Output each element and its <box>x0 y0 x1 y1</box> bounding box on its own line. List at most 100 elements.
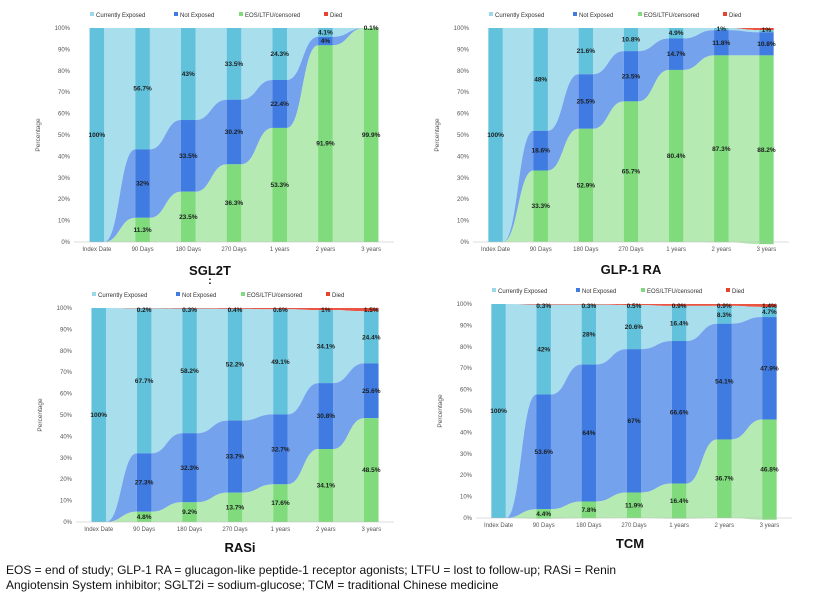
legend-label-0: Currently Exposed <box>498 289 547 295</box>
x-tick-label: 90 Days <box>530 247 552 253</box>
legend-swatch-2 <box>241 292 245 296</box>
flow-band <box>149 120 181 218</box>
flow-band <box>195 28 227 121</box>
flow-band <box>596 304 627 365</box>
rasi-chart-panel: Currently Exposed Not Exposed EOS/LTFU/cen… <box>30 286 402 536</box>
stacked-bar-segment <box>717 439 732 518</box>
legend-swatch-1 <box>174 12 178 16</box>
x-tick-label: 1 years <box>666 247 686 253</box>
flow-band <box>287 308 319 311</box>
y-tick-label: 20% <box>460 473 473 479</box>
stacked-bar-segment <box>364 418 379 522</box>
stacked-bar-segment <box>318 45 333 242</box>
flow-band <box>731 305 763 324</box>
y-tick-label: 50% <box>457 133 470 139</box>
y-tick-label: 60% <box>58 112 71 118</box>
stacked-bar-segment <box>318 308 334 311</box>
stacked-bar-segment <box>180 120 196 192</box>
stacked-bar-segment <box>536 304 551 306</box>
y-tick-label: 20% <box>457 197 470 203</box>
flow-band <box>596 304 627 306</box>
data-label: 1.4% <box>762 303 777 310</box>
data-label: 33.3% <box>531 203 550 210</box>
flow-band <box>149 28 181 150</box>
data-label: 53.6% <box>534 449 553 456</box>
x-tick-label: 1 years <box>270 247 290 253</box>
data-label: 42% <box>537 347 550 354</box>
data-label: 88.2% <box>757 147 776 154</box>
flow-band <box>287 45 319 242</box>
y-tick-label: 70% <box>58 90 71 96</box>
data-label: 13.7% <box>226 504 245 511</box>
y-tick-label: 90% <box>457 47 470 53</box>
glp1-chart-panel: Currently Exposed Not Exposed EOS/LTFU/cen… <box>427 6 797 256</box>
data-label: 64% <box>582 430 595 437</box>
data-label: 54.1% <box>715 379 734 386</box>
stacked-bar-segment <box>272 127 288 242</box>
data-label: 0.6% <box>273 307 288 314</box>
data-label: 65.7% <box>622 169 641 176</box>
data-label: 80.4% <box>667 153 686 160</box>
stacked-bar-segment <box>533 130 548 171</box>
x-tick-label: 180 Days <box>176 247 201 253</box>
flow-band <box>638 28 669 52</box>
data-label: 100% <box>487 132 504 139</box>
data-label: 30.2% <box>225 129 244 136</box>
legend-swatch-3 <box>726 288 730 292</box>
y-tick-label: 60% <box>60 392 73 398</box>
data-label: 14.7% <box>667 51 686 58</box>
stacked-bar-segment <box>536 394 551 510</box>
legend-label-1: Not Exposed <box>182 293 216 299</box>
flow-band <box>151 502 183 522</box>
stacked-bar-segment <box>536 304 551 395</box>
stacked-bar-segment <box>626 304 642 306</box>
flow-band <box>593 101 624 242</box>
data-label: 100% <box>90 412 107 419</box>
data-label: 24.3% <box>270 51 289 58</box>
flow-band <box>683 28 715 39</box>
data-label: 34.1% <box>317 344 336 351</box>
stacked-bar-segment <box>226 28 242 100</box>
stacked-bar-segment <box>318 28 333 37</box>
stacked-bar-segment <box>762 317 777 420</box>
flow-band <box>641 304 672 306</box>
legend-swatch-3 <box>326 292 330 296</box>
data-label: 11.8% <box>712 40 730 47</box>
stacked-bar-segment <box>364 363 379 419</box>
legend-label-1: Not Exposed <box>579 13 613 19</box>
data-label: 9.2% <box>182 509 197 516</box>
legend-label-2: EOS/LTFU/censored <box>644 13 699 19</box>
flow-band <box>333 308 365 312</box>
data-label: 8.3% <box>717 312 732 319</box>
flow-band <box>241 80 273 165</box>
data-label: 0.3% <box>581 303 596 310</box>
flow-band <box>149 191 181 242</box>
stacked-bar-segment <box>272 80 288 128</box>
stacked-bar-segment <box>668 38 684 70</box>
flow-band <box>242 484 274 522</box>
legend-label-3: Died <box>330 13 342 19</box>
legend-label-1: Not Exposed <box>582 289 616 295</box>
flow-band <box>151 308 183 454</box>
x-tick-label: 2 years <box>316 527 336 533</box>
y-tick-label: 30% <box>60 456 73 462</box>
legend-label-0: Currently Exposed <box>96 13 145 19</box>
flow-band <box>593 28 624 75</box>
y-tick-label: 30% <box>58 176 71 182</box>
stacked-bar-segment <box>581 304 597 365</box>
stacked-bar-segment <box>717 305 732 324</box>
stacked-bar-segment <box>626 305 642 350</box>
flow-band <box>332 28 364 242</box>
y-tick-label: 90% <box>460 323 473 329</box>
flow-band <box>502 28 534 242</box>
data-label: 67.7% <box>135 378 154 385</box>
flow-band <box>683 30 715 70</box>
stacked-bar-segment <box>364 308 379 312</box>
legend-swatch-0 <box>90 12 94 16</box>
data-label: 0.2% <box>137 307 152 314</box>
x-tick-label: Index Date <box>484 523 514 529</box>
data-label: 46.8% <box>760 467 779 474</box>
data-label: 0.3% <box>182 307 197 314</box>
data-label: 32% <box>136 181 149 188</box>
y-tick-label: 40% <box>58 154 71 160</box>
